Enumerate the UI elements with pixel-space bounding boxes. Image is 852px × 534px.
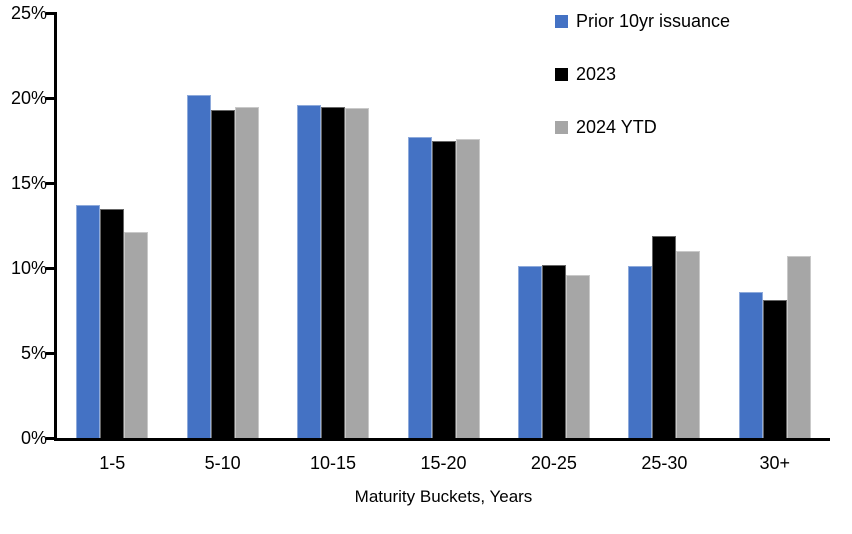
y-axis-tick-label: 15% — [10, 173, 47, 193]
legend: Prior 10yr issuance 2023 2024 YTD — [555, 11, 731, 173]
x-axis-line — [54, 438, 830, 441]
y-axis-tick-label: 0% — [20, 428, 47, 448]
x-axis-tick-label: 10-15 — [310, 453, 357, 473]
bar-25-30-2023 — [652, 235, 677, 438]
x-axis-tick-label: 15-20 — [420, 453, 467, 473]
y-axis-tick — [46, 181, 57, 185]
y-axis-tick — [46, 96, 57, 100]
bar-25-30-2024-ytd — [676, 251, 701, 438]
bar-10-15-2023 — [321, 106, 346, 438]
bar-1-5-prior-10yr-issuance — [76, 205, 101, 438]
x-axis-tick-label: 1-5 — [99, 453, 126, 473]
bar-20-25-2024-ytd — [565, 274, 590, 438]
bar-10-15-2024-ytd — [345, 108, 370, 438]
legend-label: 2023 — [576, 64, 617, 84]
y-axis-line — [54, 13, 57, 441]
bar-30+-prior-10yr-issuance — [738, 291, 763, 438]
bar-20-25-prior-10yr-issuance — [517, 266, 542, 438]
bar-15-20-2024-ytd — [455, 138, 480, 438]
y-axis-tick — [46, 11, 57, 15]
bar-30+-2024-ytd — [786, 256, 811, 438]
x-axis-tick-label: 30+ — [759, 453, 791, 473]
bar-5-10-2023 — [210, 109, 235, 438]
y-axis-tick — [46, 266, 57, 270]
legend-swatch-2023 — [555, 67, 568, 81]
bar-30+-2023 — [762, 300, 787, 438]
bar-15-20-prior-10yr-issuance — [407, 137, 432, 438]
legend-label: Prior 10yr issuance — [576, 11, 731, 31]
legend-item-2023: 2023 — [555, 64, 730, 84]
bar-1-5-2024-ytd — [124, 232, 149, 438]
legend-swatch-prior-10yr-issuance — [555, 14, 568, 28]
bar-1-5-2023 — [100, 208, 125, 438]
y-axis-tick-label: 20% — [10, 88, 47, 108]
bar-15-20-2023 — [431, 140, 456, 438]
x-axis-tick-label: 25-30 — [641, 453, 688, 473]
bar-5-10-prior-10yr-issuance — [186, 94, 211, 438]
y-axis-tick-label: 25% — [10, 3, 47, 23]
bar-25-30-prior-10yr-issuance — [628, 266, 653, 438]
bar-5-10-2024-ytd — [234, 106, 259, 438]
x-axis-tick-label: 5-10 — [204, 453, 241, 473]
bar-10-15-prior-10yr-issuance — [297, 104, 322, 438]
plot-area — [54, 13, 830, 441]
y-axis-tick-label: 5% — [20, 343, 47, 363]
legend-label: 2024 YTD — [576, 117, 657, 137]
x-axis-title: Maturity Buckets, Years — [354, 487, 533, 506]
y-axis-tick-label: 10% — [10, 258, 47, 278]
x-axis-tick-label: 20-25 — [530, 453, 577, 473]
y-axis-tick — [46, 351, 57, 355]
legend-item-2024-ytd: 2024 YTD — [555, 117, 730, 137]
bar-20-25-2023 — [541, 264, 566, 438]
y-axis-tick — [46, 436, 57, 440]
legend-item-prior-10yr-issuance: Prior 10yr issuance — [555, 11, 731, 31]
legend-swatch-2024-ytd — [555, 120, 568, 134]
